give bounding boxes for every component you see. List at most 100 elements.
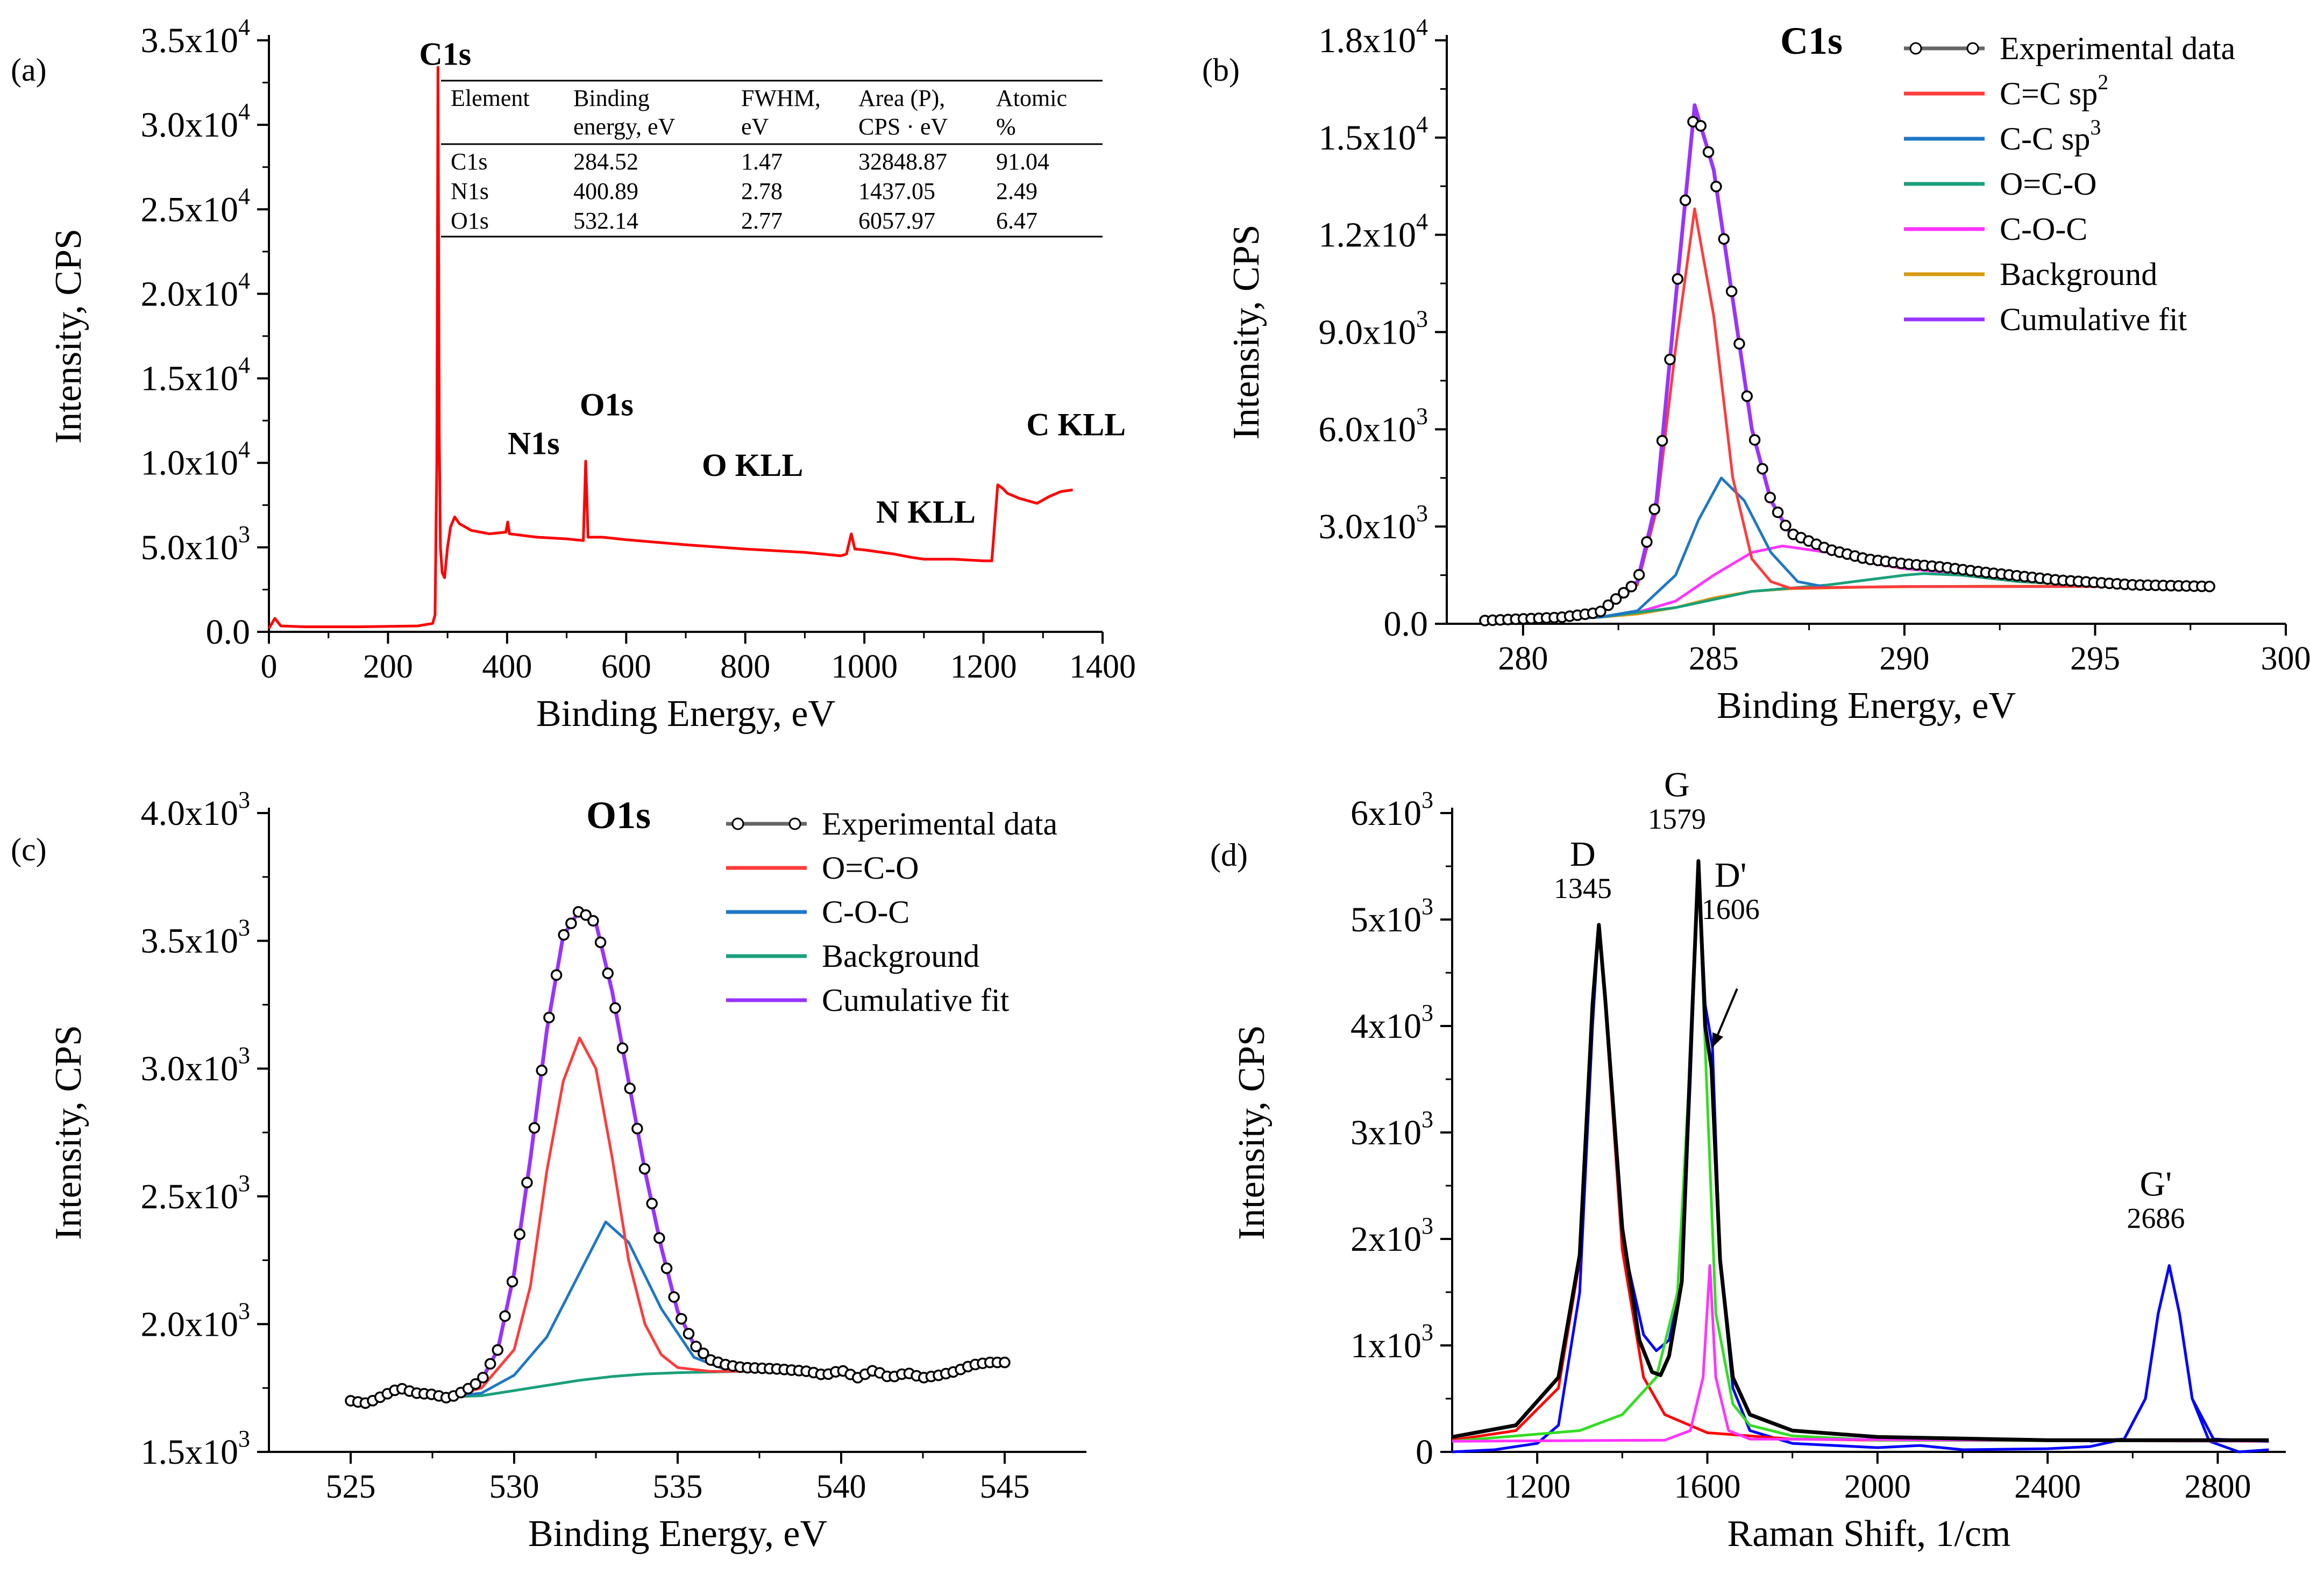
x-axis-label: Binding Energy, eV xyxy=(1717,685,2016,726)
table-header: Element xyxy=(451,85,530,111)
y-tick-exponent: 3 xyxy=(238,1426,250,1452)
legend-marker xyxy=(1966,42,1979,55)
y-tick-exponent: 4 xyxy=(238,98,250,125)
chart-title: C1s xyxy=(1780,19,1843,62)
legend-label: C-O-C xyxy=(2000,211,2087,247)
data-point xyxy=(1695,120,1707,132)
data-point xyxy=(499,1310,511,1322)
y-tick-label: 3.0x104 xyxy=(141,98,251,145)
y-tick-exponent: 3 xyxy=(1421,1000,1433,1026)
y-tick-mantissa: 4x10 xyxy=(1351,1007,1421,1046)
peak-position: 1345 xyxy=(1554,872,1612,904)
table-header: % xyxy=(996,113,1016,140)
x-tick-label: 1400 xyxy=(1069,649,1136,685)
y-tick-label: 4.0x103 xyxy=(141,787,251,833)
y-tick-label: 2.5x103 xyxy=(141,1170,251,1216)
legend-label-text: O=C-O xyxy=(822,850,919,886)
legend-label-text: Cumulative fit xyxy=(2000,302,2187,337)
legend-item: O=C-O xyxy=(726,850,919,886)
table-cell: 400.89 xyxy=(573,178,638,204)
summary-table: Element Binding energy, eV FWHM, eV Area… xyxy=(441,80,1103,238)
y-tick-mantissa: 2.0x10 xyxy=(141,1305,239,1344)
y-tick-label: 2.0x103 xyxy=(141,1298,251,1344)
data-point xyxy=(668,1291,680,1303)
legend-label-text: C-O-C xyxy=(822,894,909,930)
data-point xyxy=(550,969,563,981)
y-tick-mantissa: 1x10 xyxy=(1351,1326,1421,1365)
x-tick-label: 1200 xyxy=(1504,1469,1570,1505)
table-cell: 2.78 xyxy=(741,178,783,204)
data-point xyxy=(616,1042,629,1054)
peak-arrow-head xyxy=(1712,1032,1724,1048)
x-tick-label: 600 xyxy=(601,649,651,685)
y-tick-label: 9.0x103 xyxy=(1319,306,1428,352)
x-tick-label: 800 xyxy=(720,649,770,685)
y-tick-label: 1.5x104 xyxy=(1319,111,1428,158)
data-point xyxy=(477,1372,489,1384)
y-tick-mantissa: 6x10 xyxy=(1351,794,1421,833)
panel-label-c: (c) xyxy=(11,832,47,867)
x-tick-label: 535 xyxy=(653,1469,703,1505)
legend-item: C-O-C xyxy=(726,894,909,930)
y-tick-label: 3.5x104 xyxy=(141,14,251,60)
legend-marker xyxy=(788,817,801,830)
y-tick-exponent: 3 xyxy=(1421,1106,1433,1132)
data-point xyxy=(1741,390,1753,402)
x-tick-label: 0 xyxy=(261,649,278,685)
legend-label-text: O=C-O xyxy=(2000,166,2097,202)
legend-item: C-O-C xyxy=(1904,211,2087,247)
measured-spectrum-line xyxy=(1452,859,2269,1454)
experimental-data-series xyxy=(1479,116,2215,626)
y-tick-exponent: 3 xyxy=(1421,1213,1433,1239)
data-point xyxy=(1757,462,1768,475)
legend-label: C-O-C xyxy=(822,894,909,930)
y-tick-exponent: 3 xyxy=(238,1042,250,1068)
y-tick-label: 6.0x103 xyxy=(1319,403,1428,449)
data-point xyxy=(594,936,607,949)
y-tick-exponent: 3 xyxy=(1416,306,1428,332)
y-tick-mantissa: 2.5x10 xyxy=(141,190,239,229)
y-tick-exponent: 4 xyxy=(238,437,250,463)
data-point xyxy=(565,917,577,929)
y-tick-label: 1.0x104 xyxy=(141,437,251,483)
x-axis-label: Binding Energy, eV xyxy=(536,693,835,735)
y-tick-label: 5x103 xyxy=(1351,893,1433,939)
legend-marker xyxy=(731,817,744,830)
table-header: energy, eV xyxy=(573,113,676,140)
data-point xyxy=(543,1011,555,1023)
data-point xyxy=(1772,506,1784,518)
x-tick-label: 545 xyxy=(980,1469,1030,1505)
peak-position: 1606 xyxy=(1702,893,1760,925)
legend-marker xyxy=(1909,42,1922,55)
data-point xyxy=(1679,194,1691,206)
peak-position: 2686 xyxy=(2127,1202,2185,1235)
plot-area-b: 280 285 290 295 3000.03.0x1036.0x1039.0x1031… xyxy=(1226,14,2310,726)
legend-item: Cumulative fit xyxy=(1904,302,2187,337)
data-point xyxy=(2204,580,2215,593)
data-point xyxy=(1733,338,1745,350)
panel-a: (a) 0 200 400 600 800 1000 1200 1400 0.0 5.0x103 1… xyxy=(11,14,1136,735)
y-axis-label: Intensity, CPS xyxy=(1226,225,1267,440)
y-tick-mantissa: 9.0x10 xyxy=(1319,313,1417,352)
data-point xyxy=(484,1358,496,1370)
y-tick-label: 3.0x103 xyxy=(1319,500,1428,546)
y-tick-mantissa: 1.8x10 xyxy=(1319,21,1417,60)
y-tick-exponent: 4 xyxy=(1416,111,1428,138)
y-tick-mantissa: 1.5x10 xyxy=(1319,118,1417,158)
y-tick-label: 1x103 xyxy=(1351,1319,1433,1365)
table-header: Atomic xyxy=(996,85,1067,111)
y-tick-mantissa: 3.0x10 xyxy=(141,1049,239,1088)
y-tick-mantissa: 0.0 xyxy=(206,612,251,652)
y-axis-label: Intensity, CPS xyxy=(48,229,89,444)
background-line xyxy=(449,1370,841,1399)
data-point xyxy=(1610,593,1622,605)
legend-item: Experimental data xyxy=(1904,31,2235,66)
legend-label-text: C-C sp xyxy=(2000,121,2090,156)
y-tick-label: 1.5x103 xyxy=(141,1426,251,1472)
y-tick-mantissa: 2.5x10 xyxy=(141,1177,239,1216)
data-point xyxy=(1718,233,1730,245)
table-cell: C1s xyxy=(451,148,487,175)
data-point xyxy=(1672,273,1683,285)
legend-item: O=C-O xyxy=(1904,166,2097,202)
y-tick-mantissa: 0.0 xyxy=(1384,604,1428,644)
